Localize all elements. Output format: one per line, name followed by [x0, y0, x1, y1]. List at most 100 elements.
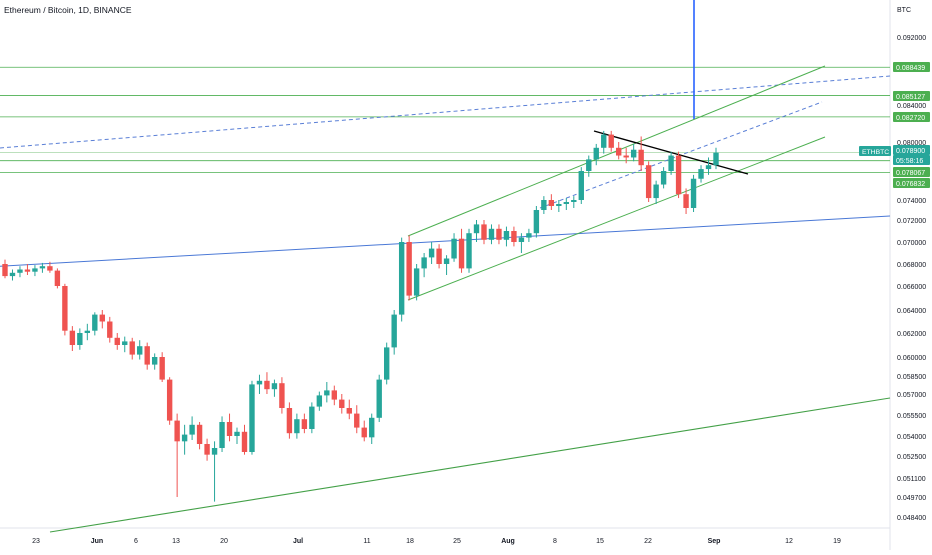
candle-body: [645, 165, 652, 199]
candle-body: [533, 210, 540, 234]
candle-body: [660, 171, 667, 185]
candle-body: [503, 231, 510, 240]
candle-body: [354, 413, 360, 428]
candle-body: [346, 408, 352, 414]
candle-body: [705, 165, 712, 170]
candle-body: [151, 357, 158, 365]
candle-body: [211, 448, 218, 455]
y-tick-label: 0.084000: [897, 103, 926, 110]
candle-body: [698, 169, 704, 179]
candle-body: [84, 330, 91, 333]
candle-body: [518, 237, 525, 242]
price-tag-bg: [893, 155, 930, 165]
candle-body: [32, 268, 38, 272]
candle-body: [436, 248, 442, 264]
x-tick-label: Aug: [501, 538, 515, 545]
axis-unit-label: BTC: [897, 7, 911, 14]
candle-body: [481, 224, 487, 240]
candle-body: [271, 383, 278, 390]
candle-body: [601, 134, 607, 148]
x-tick-label: 19: [833, 538, 841, 545]
candle-body: [563, 202, 570, 204]
candle-body: [616, 147, 622, 156]
y-tick-label: 0.062000: [897, 331, 926, 338]
candle-body: [166, 379, 173, 421]
candle-body: [593, 147, 599, 160]
candle-body: [234, 431, 240, 436]
candle-body: [107, 321, 113, 338]
price-tag-label: 05:58:16: [896, 158, 923, 165]
candle-body: [406, 242, 412, 296]
x-tick-label: 25: [453, 538, 461, 545]
channel-lower-line: [407, 136, 826, 301]
candle-body: [2, 264, 8, 277]
price-tag-bg: [893, 145, 930, 155]
x-tick-label: Jun: [91, 538, 103, 545]
x-tick-label: 18: [406, 538, 414, 545]
candle-body: [219, 422, 225, 448]
candle-body: [556, 204, 562, 206]
candle-body: [473, 224, 480, 234]
candle-body: [548, 200, 555, 206]
y-tick-label: 0.051100: [897, 476, 926, 483]
candle-body: [39, 266, 46, 269]
candle-body: [129, 341, 135, 355]
candle-body: [630, 149, 637, 158]
x-tick-label: Sep: [708, 538, 721, 545]
candle-body: [526, 233, 532, 238]
candle-body: [384, 347, 390, 380]
candle-body: [571, 200, 577, 202]
candle-body: [241, 431, 248, 452]
y-tick-label: 0.074000: [897, 198, 926, 205]
candle-body: [458, 238, 465, 269]
y-tick-label: 0.058500: [897, 374, 926, 381]
price-tag-label: 0.078067: [896, 170, 925, 177]
symbol-tag-label: ETHBTC: [862, 149, 889, 156]
long-term-support-line: [49, 397, 891, 533]
candle-body: [713, 152, 719, 166]
x-tick-label: 8: [553, 538, 557, 545]
candle-body: [443, 258, 450, 264]
candle-body: [77, 333, 83, 345]
y-tick-label: 0.052500: [897, 454, 926, 461]
candle-body: [62, 286, 68, 331]
x-tick-label: 12: [785, 538, 793, 545]
candle-body: [466, 233, 472, 269]
y-tick-label: 0.054000: [897, 434, 926, 441]
candle-body: [398, 242, 405, 315]
chart-title: Ethereum / Bitcoin, 1D, BINANCE: [4, 5, 132, 15]
price-tag-label: 0.076832: [896, 181, 925, 188]
candle-body: [496, 228, 502, 240]
candle-body: [301, 419, 308, 429]
candle-body: [159, 357, 165, 380]
y-tick-label: 0.070000: [897, 240, 926, 247]
price-tag-label: 0.082720: [896, 115, 925, 122]
candle-body: [17, 269, 23, 273]
candle-body: [653, 184, 659, 199]
candle-body: [331, 390, 337, 400]
candle-body: [376, 379, 382, 418]
y-tick-label: 0.064000: [897, 308, 926, 315]
candle-body: [122, 341, 128, 345]
candle-body: [511, 231, 517, 242]
price-tag-bg: [893, 167, 930, 177]
candle-body: [47, 266, 53, 271]
y-tick-label: 0.048400: [897, 515, 926, 522]
price-tag-bg: [893, 62, 930, 72]
candle-body: [324, 390, 330, 396]
candle-body: [294, 419, 300, 434]
candle-body: [92, 314, 98, 331]
candle-body: [339, 399, 345, 408]
candle-body: [24, 269, 31, 272]
x-tick-label: 20: [220, 538, 228, 545]
candle-body: [226, 422, 233, 436]
candle-body: [181, 434, 188, 442]
candle-body: [675, 155, 682, 195]
candle-body: [638, 149, 644, 166]
candle-body: [369, 417, 375, 438]
x-tick-label: 22: [644, 538, 652, 545]
price-tag-bg: [893, 112, 930, 122]
candle-body: [189, 424, 195, 435]
support-trendline: [0, 215, 891, 267]
